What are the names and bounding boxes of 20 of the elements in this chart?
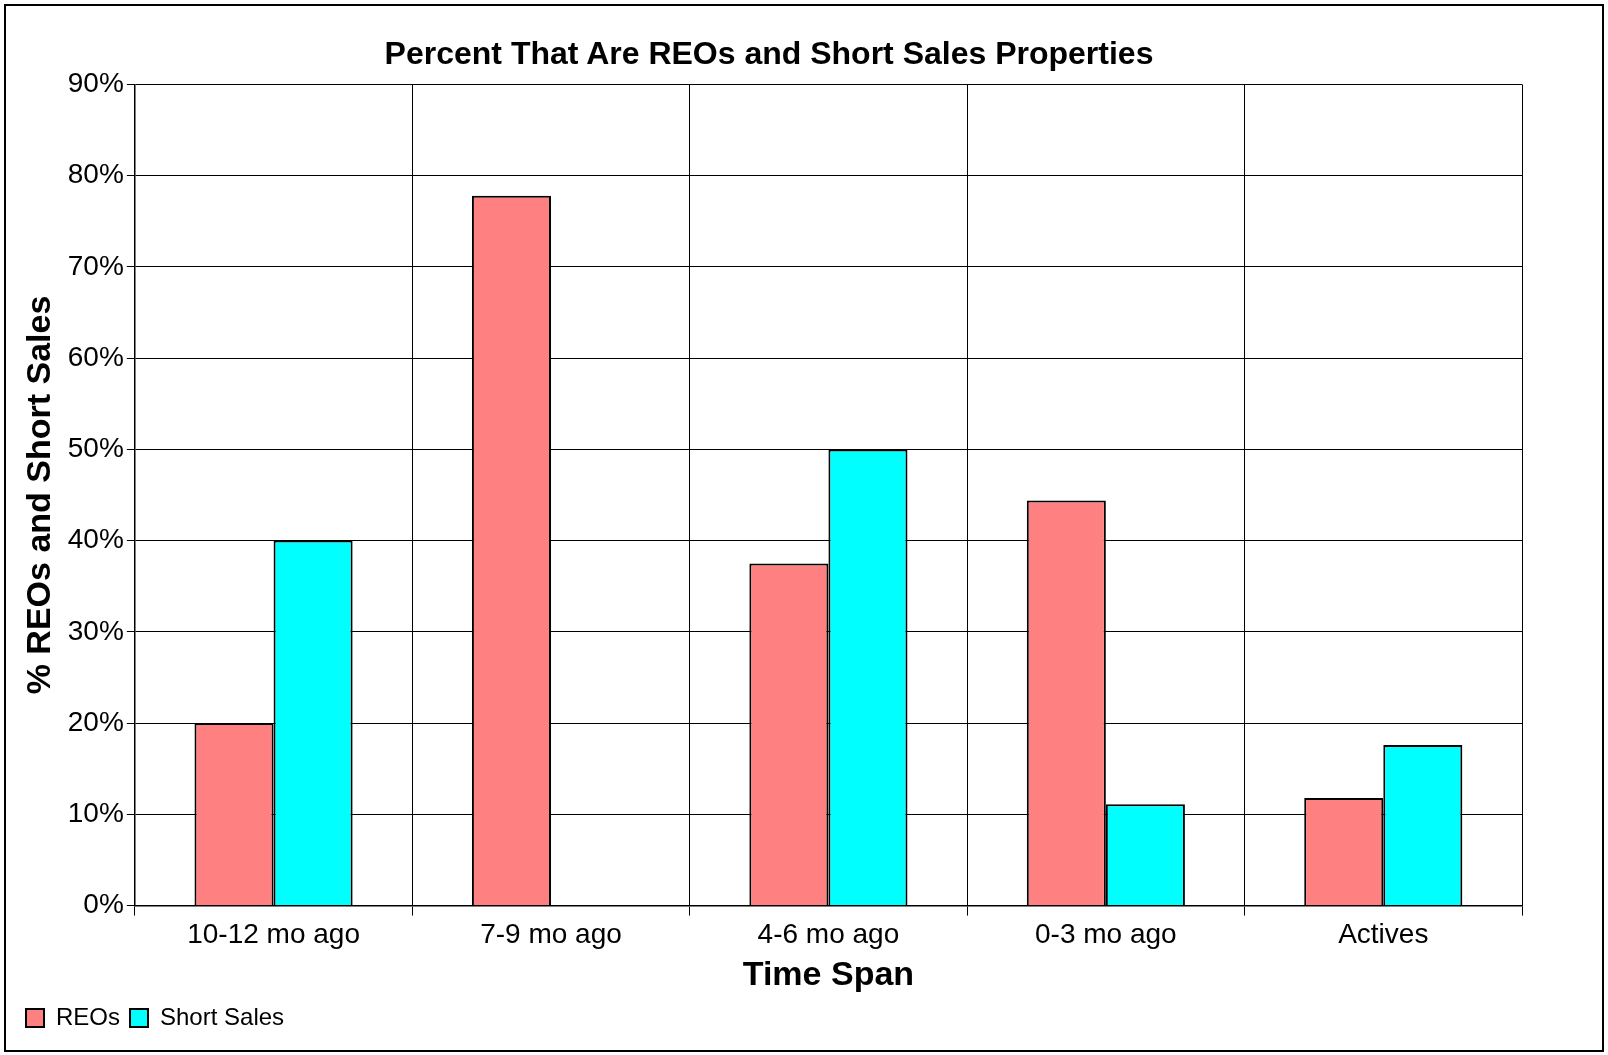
y-tick-label: 80%	[67, 158, 124, 190]
y-tick-label: 70%	[67, 249, 124, 281]
x-tick-label: 4-6 mo ago	[757, 918, 900, 950]
y-tick-label: 40%	[67, 523, 124, 555]
y-tick-label: 90%	[67, 67, 124, 99]
y-tick-label: 60%	[67, 340, 124, 372]
legend-label: REOs	[56, 1002, 121, 1030]
x-tick-label: 10-12 mo ago	[187, 918, 360, 950]
y-tick-label: 10%	[67, 797, 124, 829]
x-tick-label: 7-9 mo ago	[480, 918, 622, 950]
y-tick-label: 50%	[67, 432, 124, 464]
y-tick-label: 20%	[67, 705, 124, 737]
x-tick-label: Actives	[1338, 918, 1429, 950]
y-tick-label: 0%	[83, 888, 124, 920]
x-tick-label: 0-3 mo ago	[1035, 918, 1177, 950]
y-axis-title: % REOs and Short Sales	[18, 295, 57, 695]
x-axis-title: Time Span	[742, 953, 915, 992]
y-tick-label: 30%	[67, 614, 124, 646]
chart-title: Percent That Are REOs and Short Sales Properties	[384, 35, 1154, 72]
legend-label: Short Sales	[160, 1002, 285, 1030]
